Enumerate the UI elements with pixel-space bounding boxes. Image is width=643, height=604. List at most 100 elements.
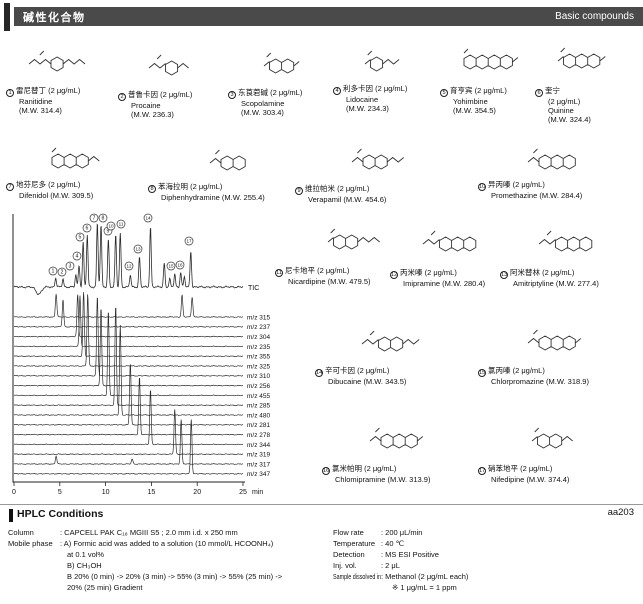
condition-value: : CAPCELL PAK C₁₈ MGIII S5 ; 2.0 mm i.d.… <box>60 528 238 537</box>
peak-marker: 3 <box>65 261 75 271</box>
axis-tick-label: 20 <box>193 489 201 496</box>
compound-title: 苯海拉明 (2 μg/mL) <box>158 182 223 191</box>
compound-label: 14 辛可卡因 (2 μg/mL) <box>315 366 477 377</box>
compound-card: 15 氯丙嗪 (2 μg/mL) Chlorpromazine (M.W. 318.… <box>478 316 640 386</box>
compound-subline: Nifedipine (M.W. 374.4) <box>491 475 570 484</box>
condition-value: ※ 1 μg/mL = 1 ppm <box>392 583 457 592</box>
compound-number: 8 <box>148 185 156 193</box>
compound-label: 3 东莨菪碱 (2 μg/mL) <box>228 88 346 99</box>
compound-subline: Difenidol (M.W. 309.5) <box>19 191 94 200</box>
condition-key: Mobile phase <box>8 539 53 548</box>
compound-title: 利多卡因 (2 μg/mL) <box>343 84 408 93</box>
compound-number: 3 <box>228 91 236 99</box>
compound-subline: (M.W. 314.4) <box>19 106 62 115</box>
xic-trace-label: m/z 304 <box>247 334 271 341</box>
page-title-cn: 碱性化合物 <box>23 11 86 24</box>
compound-label: 10 异丙嗪 (2 μg/mL) <box>478 180 636 191</box>
xic-trace-label: m/z 237 <box>247 324 271 331</box>
xic-trace <box>13 294 244 367</box>
compound-card: 1 雷尼替丁 (2 μg/mL) Ranitidine (M.W. 314.4) <box>6 38 118 115</box>
condition-value: : 40 ℃ <box>381 539 405 548</box>
xic-trace <box>13 377 244 436</box>
structure-diagram <box>351 148 404 170</box>
hplc-conditions-title: HPLC Conditions <box>17 508 104 520</box>
footer-divider <box>0 504 643 505</box>
peak-marker: 8 <box>98 213 108 223</box>
compound-label: 8 苯海拉明 (2 μg/mL) <box>148 182 318 193</box>
compound-subline: Chlorpromazine (M.W. 318.9) <box>491 377 589 386</box>
svg-text:15: 15 <box>168 264 174 269</box>
svg-text:8: 8 <box>102 216 105 222</box>
xic-trace-label: m/z 285 <box>247 403 271 410</box>
chromatogram: 0 5 10 15 20 25 min TIC m/z 315 m/z 237 m/z 304 m/z… <box>0 212 282 508</box>
header-accent-bar <box>4 3 10 31</box>
structure-diagram <box>422 230 476 252</box>
xic-trace-label: m/z 319 <box>247 452 271 459</box>
xic-trace <box>13 294 244 318</box>
compound-label: 7 地芬尼多 (2 μg/mL) <box>6 180 156 191</box>
compound-card: 10 异丙嗪 (2 μg/mL) Promethazine (M.W. 284.4) <box>478 140 636 200</box>
compound-number: 4 <box>333 87 341 95</box>
svg-text:4: 4 <box>76 254 79 260</box>
compound-number: 1 <box>6 89 14 97</box>
svg-text:9: 9 <box>107 229 110 235</box>
compound-card: 14 辛可卡因 (2 μg/mL) Dibucaine (M.W. 343.5) <box>315 318 477 386</box>
document-code: aa203 <box>607 507 634 518</box>
compound-subline: Nicardipine (M.W. 479.5) <box>288 277 371 286</box>
condition-key: Sample dissolved in <box>333 572 382 581</box>
axis-tick-label: 0 <box>12 489 16 496</box>
svg-text:5: 5 <box>79 235 82 241</box>
structure-diagram <box>364 50 400 72</box>
axis-tick-label: 10 <box>102 489 110 496</box>
svg-text:10: 10 <box>108 224 114 229</box>
compound-card: 11 尼卡地平 (2 μg/mL) Nicardipine (M.W. 479.5) <box>275 214 443 286</box>
compound-title: 阿米替林 (2 μg/mL) <box>510 268 575 277</box>
condition-key: Inj. vol. <box>333 561 357 570</box>
compound-subline: Lidocaine <box>346 95 379 104</box>
svg-text:6: 6 <box>86 226 89 232</box>
svg-text:12: 12 <box>126 264 132 269</box>
peak-marker: 10 <box>106 221 116 231</box>
xic-trace <box>13 419 244 475</box>
svg-text:17: 17 <box>186 239 192 244</box>
compound-subline: Scopolamine <box>241 99 285 108</box>
compound-label: 6 奎宁 <box>535 86 639 97</box>
compound-subline: Ranitidine <box>19 97 53 106</box>
compound-subline: Amitriptyline (M.W. 277.4) <box>513 279 599 288</box>
compound-label: 12 丙米嗪 (2 μg/mL) <box>390 268 518 279</box>
compound-subline: (M.W. 303.4) <box>241 108 284 117</box>
xic-trace-label: m/z 310 <box>247 373 271 380</box>
peak-marker: 17 <box>184 236 194 246</box>
xic-trace-label: m/z 235 <box>247 344 271 351</box>
compound-subline: Imipramine (M.W. 280.4) <box>403 279 486 288</box>
compound-title: 地芬尼多 (2 μg/mL) <box>16 180 81 189</box>
compound-card: 16 氯米帕明 (2 μg/mL) Chlomipramine (M.W. 313.… <box>322 414 480 484</box>
compound-title: 东莨菪碱 (2 μg/mL) <box>238 88 303 97</box>
compound-number: 14 <box>315 369 323 377</box>
compound-number: 5 <box>440 89 448 97</box>
structure-diagram <box>148 54 190 76</box>
condition-value: : Methanol (2 μg/mL each) <box>381 572 469 581</box>
tic-trace <box>13 223 244 296</box>
compound-subline: Verapamil (M.W. 454.6) <box>308 195 387 204</box>
structure-diagram <box>528 148 577 170</box>
condition-value: : 2 μL <box>381 561 400 570</box>
compound-card: 2 普鲁卡因 (2 μg/mL) Procaine (M.W. 236.3) <box>118 42 230 119</box>
compound-number: 12 <box>390 271 398 279</box>
structure-diagram <box>538 230 592 252</box>
condition-value: 20% (25 min) Gradient <box>67 583 143 592</box>
hplc-title-bar <box>9 509 13 522</box>
compound-number: 17 <box>478 467 486 475</box>
compound-subline: Quinine <box>548 106 574 115</box>
peak-marker: 5 <box>75 232 85 242</box>
compound-subline: Diphenhydramine (M.W. 255.4) <box>161 193 265 202</box>
compound-label: 11 尼卡地平 (2 μg/mL) <box>275 266 443 277</box>
xic-trace <box>13 309 244 387</box>
peak-marker: 15 <box>166 261 176 271</box>
compound-label: 17 硝苯地平 (2 μg/mL) <box>478 464 636 475</box>
compound-card: 7 地芬尼多 (2 μg/mL) Difenidol (M.W. 309.5) <box>6 138 156 200</box>
compound-title: 氯米帕明 (2 μg/mL) <box>332 464 397 473</box>
xic-trace <box>13 294 244 338</box>
xic-trace-label: m/z 355 <box>247 354 271 361</box>
